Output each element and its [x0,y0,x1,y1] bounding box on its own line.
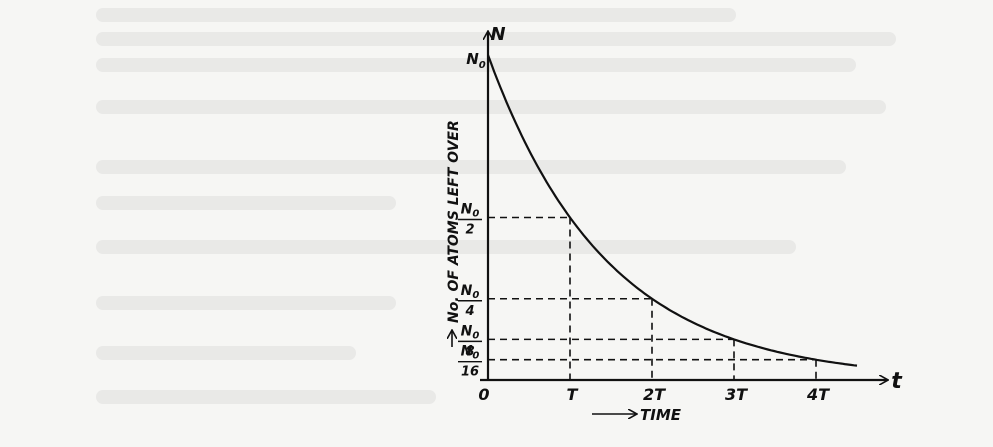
x-tick-label: 0 [478,385,489,404]
y-tick-denominator: 4 [464,304,474,319]
background-text-line [96,346,356,360]
y-axis-label-group: No. OF ATOMS LEFT OVER [446,120,462,347]
y-tick-label: N0 16 [458,344,482,380]
x-axis-label-group: TIME [592,406,682,424]
y-tick-numerator: N0 [461,344,480,362]
background-text-line [96,8,736,22]
x-axis-label: TIME [640,406,682,424]
x-tick-labels: 0 T 2T 3T 4T [478,385,830,404]
background-text-line [96,296,396,310]
x-tick-label: 4T [806,385,830,404]
x-tick-label: 3T [725,385,748,404]
y-tick-subscript: 0 [479,60,486,71]
background-text-line [96,196,396,210]
y-tick-denominator: 8 [465,344,474,359]
background-text-line [96,240,796,254]
y-axis-symbol: N [490,24,505,45]
y-tick-label: N0 [466,50,486,71]
y-tick-denominator: 2 [465,223,474,238]
background-text-line [96,32,896,46]
y-tick-numerator: N0 [461,283,480,301]
background-text-line [96,390,436,404]
y-tick-subscript: 0 [472,330,479,341]
y-axis-label: No. OF ATOMS LEFT OVER [446,120,462,323]
background-text-line [96,58,856,72]
y-tick-numerator: N0 [466,50,486,71]
x-axis-symbol: t [891,369,903,394]
y-tick-numerator: N0 [461,202,480,220]
x-tick-label: 2T [643,385,666,404]
y-tick-subscript: 0 [472,351,479,362]
background-text-line [96,100,886,114]
y-tick-subscript: 0 [472,290,479,301]
y-tick-denominator: 16 [461,365,479,380]
y-tick-numerator: N0 [461,323,480,341]
decay-curve [486,54,858,367]
y-tick-subscript: 0 [472,209,479,220]
background-text-line [96,160,846,174]
dashed-guides [488,216,817,380]
x-tick-label: T [567,385,579,404]
